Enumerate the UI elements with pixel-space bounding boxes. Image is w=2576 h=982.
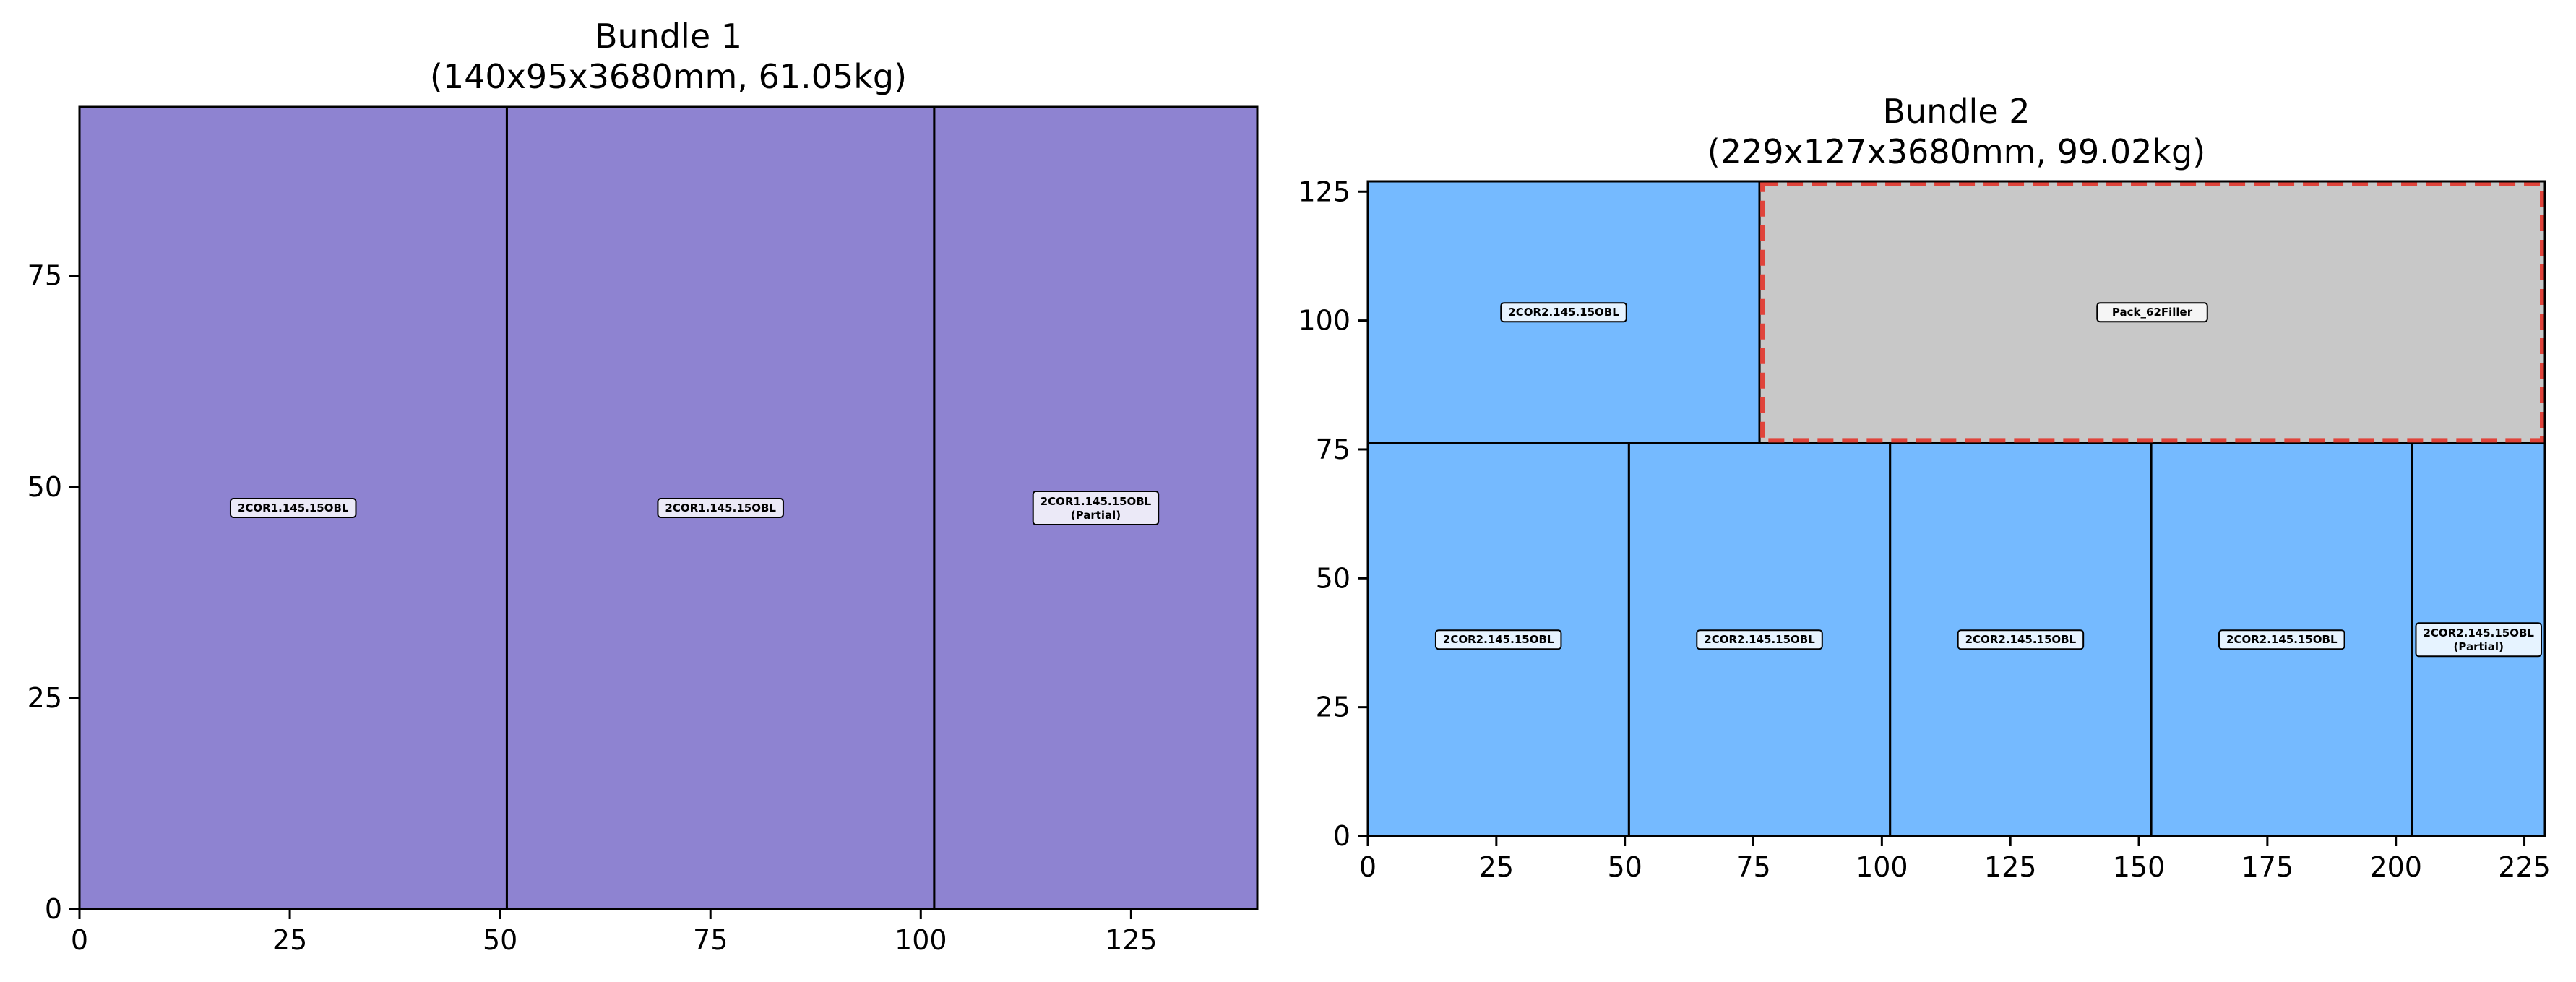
chart-title: Bundle 1 (595, 17, 742, 56)
x-tick-label: 175 (2241, 851, 2294, 883)
x-tick-label: 25 (1479, 851, 1514, 883)
y-tick-label: 100 (1298, 305, 1351, 337)
piece-label-box (1957, 629, 2085, 650)
x-tick-label: 100 (1856, 851, 1908, 883)
piece-label-box (1696, 629, 1823, 650)
piece-label-box (2096, 302, 2208, 323)
y-ticks-group: 0 25 50 75 (27, 260, 79, 925)
pieces-group: 2COR2.145.15OBL 2COR2.145.15OBL 2COR2.145.… (1366, 180, 2546, 837)
y-tick-label: 0 (1333, 820, 1351, 852)
piece-label: 2COR2.145.15OBL (2423, 626, 2534, 639)
piece-note: (Partial) (1071, 509, 1121, 522)
piece-label-box (2415, 622, 2542, 658)
piece-label: 2COR2.145.15OBL (1443, 633, 1554, 646)
y-tick-label: 75 (27, 260, 62, 292)
y-tick-label: 50 (1316, 562, 1351, 594)
y-tick-label: 25 (1316, 692, 1351, 723)
piece-label-box (657, 498, 784, 518)
x-tick-label: 50 (483, 924, 517, 956)
piece-label: 2COR1.145.15OBL (665, 501, 776, 514)
plot-frame (78, 105, 1259, 910)
piece-label: 2COR2.145.15OBL (2226, 633, 2338, 646)
piece-label: Pack_62Filler (2112, 306, 2193, 319)
y-tick-label: 0 (45, 893, 62, 925)
piece-label: 2COR2.145.15OBL (1704, 633, 1815, 646)
x-tick-label: 125 (1984, 851, 2037, 883)
y-tick-label: 50 (27, 471, 62, 503)
piece-note: (Partial) (2454, 640, 2504, 653)
plot-frame (1366, 180, 2546, 837)
y-ticks-group: 0 25 50 75 100 125 (1298, 176, 1368, 852)
x-tick-label: 150 (2113, 851, 2166, 883)
piece-label-box (1032, 491, 1160, 525)
bundle-1-chart: Bundle 1 (140x95x3680mm, 61.05kg) 2COR1.… (27, 17, 1259, 956)
piece-label: 2COR2.145.15OBL (1965, 633, 2077, 646)
piece-label: 2COR1.145.15OBL (238, 501, 349, 514)
pieces-group: 2COR1.145.15OBL 2COR1.145.15OBL 2COR1.145.… (78, 105, 1259, 910)
piece-label: 2COR1.145.15OBL (1041, 495, 1152, 508)
piece-label-box (1500, 302, 1627, 323)
x-tick-label: 100 (895, 924, 947, 956)
x-tick-label: 75 (693, 924, 728, 956)
x-tick-label: 75 (1736, 851, 1770, 883)
bundle-2-chart: Bundle 2 (229x127x3680mm, 99.02kg) 2COR2… (1298, 92, 2550, 883)
filler-outline (1760, 182, 2544, 443)
piece-label-box (2218, 629, 2345, 650)
piece-label-box (1434, 629, 1562, 650)
x-tick-label: 0 (71, 924, 88, 956)
x-ticks-group: 0 25 50 75 100 125 150 175 200 225 (1359, 836, 2551, 883)
y-tick-label: 75 (1316, 434, 1351, 465)
piece-label: 2COR2.145.15OBL (1508, 306, 1619, 319)
x-tick-label: 225 (2498, 851, 2551, 883)
chart-subtitle: (140x95x3680mm, 61.05kg) (430, 57, 907, 96)
y-tick-label: 25 (27, 682, 62, 714)
x-tick-label: 125 (1105, 924, 1158, 956)
x-tick-label: 50 (1607, 851, 1642, 883)
piece-label-box (229, 498, 357, 518)
x-tick-label: 25 (272, 924, 307, 956)
x-ticks-group: 0 25 50 75 100 125 (71, 909, 1158, 956)
x-tick-label: 200 (2369, 851, 2422, 883)
x-tick-label: 0 (1359, 851, 1377, 883)
y-tick-label: 125 (1298, 176, 1351, 207)
chart-title: Bundle 2 (1882, 92, 2030, 131)
chart-subtitle: (229x127x3680mm, 99.02kg) (1707, 132, 2205, 171)
